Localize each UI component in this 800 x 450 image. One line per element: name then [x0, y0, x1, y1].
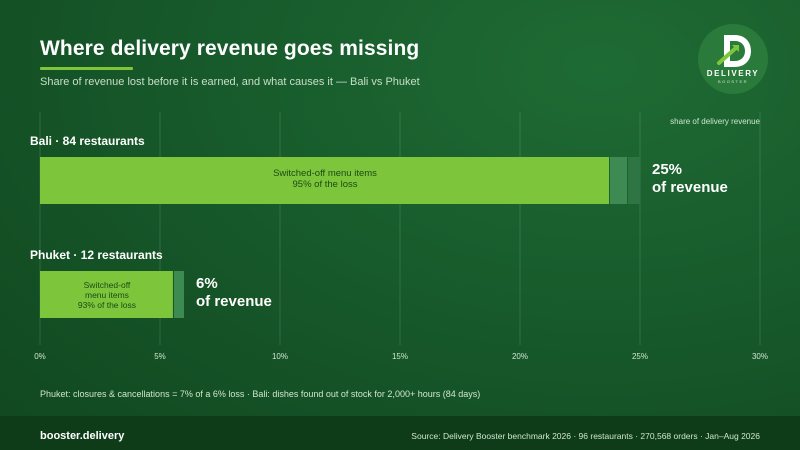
row-label-bali: Bali · 84 restaurants [30, 134, 145, 148]
row-label-phuket: Phuket · 12 restaurants [30, 248, 163, 262]
chart-subtitle: Share of revenue lost before it is earne… [40, 76, 420, 88]
delivery-booster-logo: DELIVERY BOOSTER [697, 23, 769, 95]
x-tick-label: 10% [272, 352, 288, 361]
source-note: Source: Delivery Booster benchmark 2026 … [411, 431, 760, 441]
x-tick-label: 15% [392, 352, 408, 361]
bali-primary-segment-label: Switched-off menu items 95% of the loss [40, 168, 610, 190]
phuket-total-value: 6% [196, 275, 218, 292]
phuket-segment-text-line1: Switched-off [83, 280, 131, 290]
x-tick-label: 20% [512, 352, 528, 361]
x-tick-label: 0% [34, 352, 46, 361]
phuket-segment-text-line3: 93% of the loss [77, 300, 137, 310]
x-tick-label: 25% [632, 352, 648, 361]
d-arrow-logo-icon [698, 24, 768, 94]
phuket-total-caption: of revenue [196, 293, 272, 310]
stacked-bar-chart: 0% 5% 10% 15% 20% 25% 30% [34, 157, 769, 361]
phuket-primary-segment-label: Switched-off menu items 93% of the loss [40, 280, 174, 310]
brand-link[interactable]: booster.delivery [40, 430, 125, 442]
footer-bar [0, 416, 800, 450]
x-tick-label: 30% [752, 352, 768, 361]
bar-segment [40, 157, 609, 204]
logo-tagline: BOOSTER [717, 79, 749, 84]
axis-note: share of delivery revenue [670, 117, 760, 126]
bali-segment-text-line1: Switched-off menu items [273, 168, 377, 179]
bar-segment [40, 271, 173, 318]
phuket-segment-text-line2: menu items [84, 290, 129, 300]
x-tick-label: 5% [154, 352, 166, 361]
bali-total-value: 25% [652, 161, 683, 178]
bali-segment-text-line2: 95% of the loss [292, 179, 358, 190]
bali-total-caption: of revenue [652, 179, 728, 196]
title-accent-line [40, 67, 133, 70]
bar-segment [173, 271, 184, 318]
chart-title: Where delivery revenue goes missing [40, 37, 420, 60]
logo-wordmark: DELIVERY [706, 69, 760, 78]
footnote: Phuket: closures & cancellations = 7% of… [40, 389, 481, 399]
bar-segment [610, 157, 627, 204]
bar-segment [628, 157, 640, 204]
